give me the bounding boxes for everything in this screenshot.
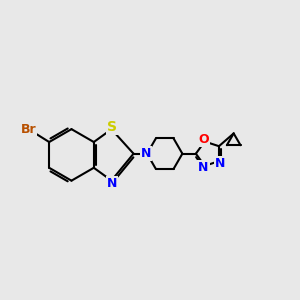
Text: S: S — [107, 120, 117, 134]
Text: N: N — [198, 161, 208, 174]
Text: Br: Br — [21, 123, 36, 136]
Text: O: O — [198, 133, 209, 146]
Text: N: N — [107, 177, 117, 190]
Text: N: N — [141, 147, 151, 160]
Text: N: N — [215, 157, 225, 169]
